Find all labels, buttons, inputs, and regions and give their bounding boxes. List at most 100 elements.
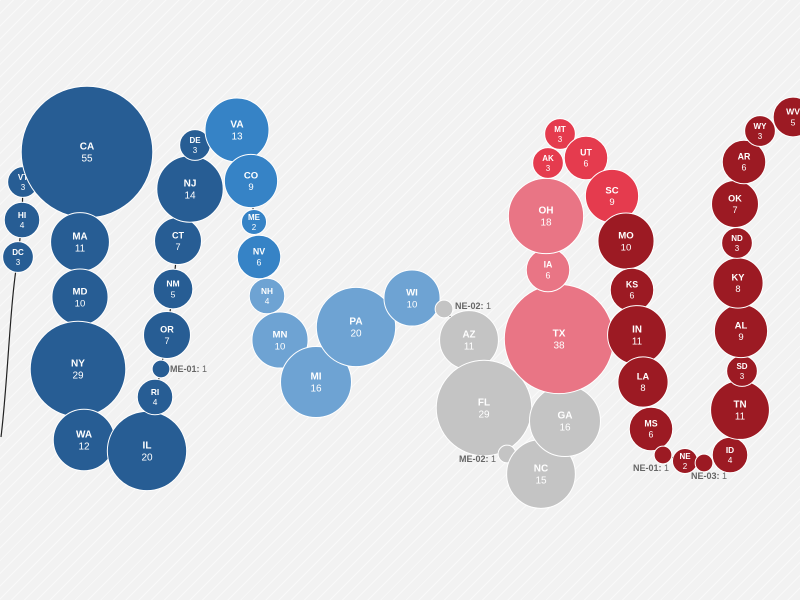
state-abbr-fl: FL: [478, 397, 490, 408]
state-bubble-pa[interactable]: PA 20: [315, 286, 397, 368]
state-votes-nh: 4: [265, 296, 270, 306]
state-circle-nh[interactable]: [248, 277, 286, 315]
state-bubble-ks[interactable]: KS6: [609, 267, 655, 313]
state-circle-ne-01[interactable]: [653, 445, 673, 465]
state-votes-nj: 14: [184, 191, 196, 202]
state-bubble-ny[interactable]: NY 29: [29, 320, 127, 418]
state-bubble-ma[interactable]: MA 11: [50, 212, 110, 272]
state-bubble-ak[interactable]: AK3: [532, 147, 564, 179]
state-bubble-al[interactable]: AL9: [713, 303, 769, 359]
state-circle-ms[interactable]: [628, 406, 674, 452]
state-circle-mi[interactable]: [280, 346, 352, 418]
state-bubble-or[interactable]: OR7: [143, 311, 191, 359]
state-bubble-mt[interactable]: MT3: [544, 118, 576, 150]
state-circle-ky[interactable]: [712, 257, 764, 309]
state-bubble-nm[interactable]: NM5: [152, 268, 194, 310]
state-votes-nm: 5: [171, 289, 176, 299]
state-circle-nm[interactable]: [152, 268, 194, 310]
state-bubble-co[interactable]: CO9: [223, 153, 279, 209]
state-bubble-sd[interactable]: SD3: [726, 355, 758, 387]
state-abbr-tx: TX: [553, 328, 566, 339]
state-bubble-ne[interactable]: NE2: [671, 447, 699, 475]
state-bubble-ne-03[interactable]: NE-03: 1: [691, 453, 727, 481]
state-bubble-nv[interactable]: NV6: [236, 234, 282, 280]
state-votes-az: 11: [464, 342, 474, 353]
state-circle-me-01[interactable]: [151, 359, 171, 379]
state-circle-wi[interactable]: [383, 269, 441, 327]
state-bubble-wa[interactable]: WA 12: [52, 408, 116, 472]
state-votes-ca: 55: [81, 154, 93, 165]
state-outside-label-me-02: ME-02: 1: [459, 454, 496, 464]
state-circle-me[interactable]: [240, 208, 268, 236]
state-bubble-ga[interactable]: GA 16: [529, 385, 601, 457]
state-abbr-ar: AR: [738, 152, 751, 162]
state-circle-nv[interactable]: [236, 234, 282, 280]
state-bubble-dc[interactable]: DC3: [2, 241, 34, 273]
state-bubble-nh[interactable]: NH4: [248, 277, 286, 315]
state-bubble-tn[interactable]: TN 11: [710, 380, 770, 440]
state-bubble-ca[interactable]: CA 55: [20, 85, 154, 219]
state-bubble-ne-02[interactable]: NE-02: 1: [434, 299, 491, 319]
state-bubble-tx[interactable]: TX 38: [503, 283, 615, 395]
state-circle-hi[interactable]: [3, 201, 41, 239]
state-circle-ut[interactable]: [563, 135, 609, 181]
state-bubble-ms[interactable]: MS6: [628, 406, 674, 452]
state-bubble-wy[interactable]: WY3: [744, 115, 776, 147]
state-bubble-ct[interactable]: CT7: [154, 217, 202, 265]
state-bubble-ut[interactable]: UT6: [563, 135, 609, 181]
state-abbr-ne-02: NE-02:: [455, 301, 484, 311]
state-bubble-me-01[interactable]: ME-01: 1: [151, 359, 207, 379]
state-abbr-mt: MT: [554, 125, 566, 134]
state-circle-wy[interactable]: [744, 115, 776, 147]
state-bubble-la[interactable]: LA8: [617, 356, 669, 408]
state-bubble-ia[interactable]: IA6: [525, 247, 571, 293]
state-bubble-oh[interactable]: OH 18: [507, 177, 585, 255]
state-votes-in: 11: [632, 337, 642, 348]
state-bubble-ok[interactable]: OK7: [711, 180, 759, 228]
state-votes-ct: 7: [175, 242, 180, 252]
state-abbr-sd: SD: [736, 362, 747, 371]
state-circle-co[interactable]: [223, 153, 279, 209]
state-bubble-ne-01[interactable]: NE-01: 1: [633, 445, 673, 473]
state-circle-ak[interactable]: [532, 147, 564, 179]
state-circle-pa[interactable]: [315, 286, 397, 368]
state-circle-or[interactable]: [143, 311, 191, 359]
state-abbr-id: ID: [726, 445, 734, 455]
state-bubble-ky[interactable]: KY8: [712, 257, 764, 309]
state-circle-dc[interactable]: [2, 241, 34, 273]
state-votes-nv: 6: [257, 258, 262, 268]
state-votes-la: 8: [640, 383, 645, 393]
state-abbr-nd: ND: [731, 234, 743, 243]
state-bubble-va[interactable]: VA 13: [204, 97, 270, 163]
state-abbr-tn: TN: [733, 399, 746, 410]
state-bubble-ri[interactable]: RI4: [136, 378, 174, 416]
state-circle-mt[interactable]: [544, 118, 576, 150]
state-bubble-me[interactable]: ME2: [240, 208, 268, 236]
state-circle-la[interactable]: [617, 356, 669, 408]
state-bubble-mi[interactable]: MI 16: [280, 346, 352, 418]
state-circle-ri[interactable]: [136, 378, 174, 416]
state-bubble-nj[interactable]: NJ 14: [156, 155, 224, 223]
state-bubble-ar[interactable]: AR6: [721, 139, 767, 185]
state-circle-wv[interactable]: [772, 96, 800, 138]
state-abbr-hi: HI: [18, 210, 26, 220]
state-bubble-in[interactable]: IN 11: [607, 305, 667, 365]
state-bubble-wv[interactable]: WV5: [772, 96, 800, 138]
state-abbr-sc: SC: [605, 185, 618, 196]
state-bubble-nd[interactable]: ND3: [721, 227, 753, 259]
state-circle-ne-03[interactable]: [694, 453, 714, 473]
state-bubble-il[interactable]: IL 20: [106, 410, 188, 492]
state-bubble-id[interactable]: ID4: [711, 436, 749, 474]
state-circle-ar[interactable]: [721, 139, 767, 185]
state-abbr-nv: NV: [253, 247, 265, 257]
state-abbr-ok: OK: [728, 194, 742, 204]
state-abbr-vt: VT: [18, 173, 28, 182]
state-votes-nd: 3: [735, 244, 740, 253]
state-votes-al: 9: [738, 332, 743, 343]
state-bubble-hi[interactable]: HI4: [3, 201, 41, 239]
state-circle-ne-02[interactable]: [434, 299, 454, 319]
